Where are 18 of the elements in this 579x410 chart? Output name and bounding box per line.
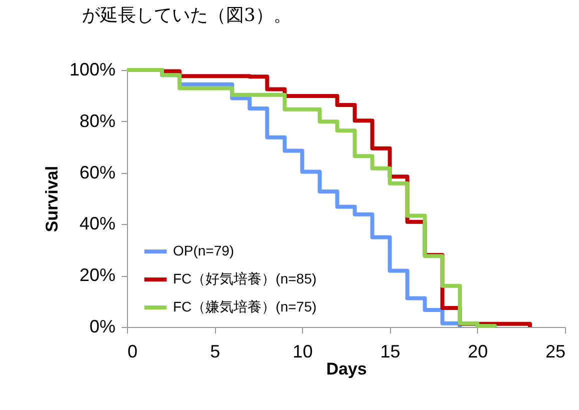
y-tick-label: 20% — [79, 265, 116, 286]
text: が延長していた（図3）。 — [82, 5, 292, 26]
y-tick-label: 40% — [79, 214, 116, 234]
x-tick-label: 25 — [545, 342, 566, 362]
x-tick-label: 0 — [128, 342, 138, 362]
x-tick-label: 10 — [292, 342, 313, 362]
y-tick-label: 100% — [69, 60, 116, 80]
legend-label: FC（好気培養）(n=85) — [173, 270, 317, 286]
legend-label: OP(n=79) — [173, 242, 234, 258]
y-tick-label: 0% — [89, 316, 116, 336]
y-tick-label: 80% — [79, 110, 116, 131]
x-axis-title: Days — [326, 360, 367, 378]
x-tick-label: 15 — [380, 342, 400, 362]
y-axis-title: Survival — [42, 166, 62, 232]
y-tick-label: 60% — [79, 162, 116, 182]
x-tick-label: 20 — [468, 342, 488, 362]
legend-label: FC（嫌気培養）(n=75) — [173, 298, 317, 314]
x-tick-label: 5 — [210, 342, 220, 362]
